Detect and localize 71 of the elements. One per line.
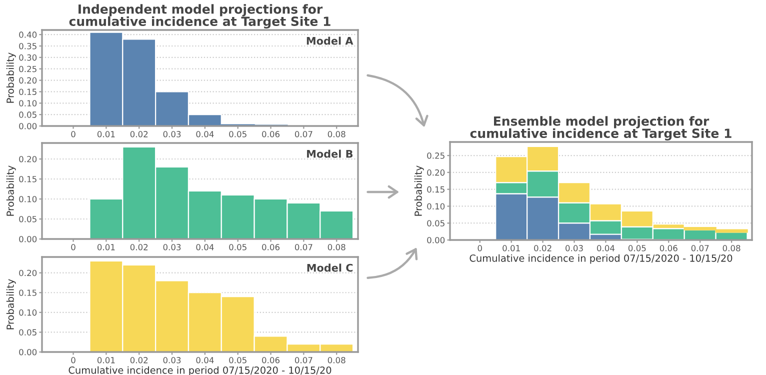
y-tick-label: 0.20 bbox=[19, 77, 37, 84]
x-tick-label: 0.08 bbox=[328, 244, 346, 250]
x-tick-label: 0.02 bbox=[130, 244, 148, 250]
x-tick-label: 0.05 bbox=[229, 357, 246, 364]
y-tick-label: 0.20 bbox=[19, 270, 37, 276]
x-tick-label: 0.07 bbox=[294, 244, 312, 250]
y-tick-label: 0.15 bbox=[19, 176, 36, 182]
annotation: Model A bbox=[306, 36, 354, 45]
y-tick-label: 0.25 bbox=[19, 66, 36, 72]
x-tick-label: 0.01 bbox=[502, 245, 520, 252]
x-tick-label: 0.06 bbox=[262, 357, 280, 364]
y-axis-title: Probability bbox=[6, 166, 16, 216]
annotation: Model C bbox=[307, 264, 353, 272]
y-axis-title: Probability bbox=[414, 166, 424, 216]
y-tick-label: 0.05 bbox=[427, 220, 444, 226]
x-tick-label: 0.04 bbox=[196, 131, 214, 138]
y-tick-label: 0.10 bbox=[19, 309, 37, 316]
y-tick-label: 0.10 bbox=[19, 196, 37, 202]
x-tick-label: 0.01 bbox=[97, 244, 115, 250]
x-tick-label: 0.01 bbox=[97, 131, 115, 138]
y-tick-label: 0.20 bbox=[19, 156, 37, 162]
y-tick-label: 0.05 bbox=[19, 329, 36, 336]
x-tick-label: 0.07 bbox=[294, 131, 312, 138]
x-tick-label: 0.08 bbox=[328, 131, 346, 138]
x-tick-label: 0.03 bbox=[566, 245, 583, 252]
y-tick-label: 0.00 bbox=[19, 348, 37, 356]
x-tick-label: 0 bbox=[71, 244, 76, 250]
y-tick-label: 0.20 bbox=[427, 169, 445, 176]
y-tick-label: 0.15 bbox=[19, 290, 36, 296]
x-tick-label: 0.06 bbox=[262, 131, 280, 138]
x-tick-label: 0.03 bbox=[163, 357, 181, 364]
annotation: Model B bbox=[307, 150, 353, 158]
x-tick-label: 0.05 bbox=[229, 244, 246, 250]
y-tick-label: 0.10 bbox=[427, 203, 445, 210]
x-tick-label: 0 bbox=[71, 131, 76, 138]
x-tick-label: 0.04 bbox=[196, 244, 214, 250]
y-tick-label: 0.10 bbox=[19, 100, 37, 106]
x-tick-label: 0.08 bbox=[328, 357, 346, 364]
x-tick-label: 0.06 bbox=[262, 244, 280, 250]
y-tick-label: 0.25 bbox=[427, 152, 444, 159]
y-tick-label: 0.00 bbox=[427, 236, 445, 244]
x-tick-label: 0.03 bbox=[163, 244, 181, 250]
x-tick-label: 0.07 bbox=[691, 245, 709, 252]
x-tick-label: 0 bbox=[71, 357, 76, 364]
y-tick-label: 0.00 bbox=[19, 122, 37, 130]
x-tick-label: 0.02 bbox=[130, 357, 148, 364]
x-tick-label: 0.02 bbox=[534, 245, 552, 252]
x-tick-label: 0.06 bbox=[660, 245, 678, 252]
x-tick-label: 0.03 bbox=[163, 131, 181, 138]
y-axis-title: Probability bbox=[6, 279, 16, 330]
y-tick-label: 0.30 bbox=[19, 54, 37, 61]
chart-title: Independent model projections for cumulative incidence at Target Site 1 bbox=[69, 4, 330, 29]
y-tick-label: 0.15 bbox=[427, 186, 444, 193]
x-tick-label: 0.02 bbox=[130, 131, 148, 138]
y-tick-label: 0.15 bbox=[19, 88, 36, 95]
x-axis-title: Cumulative incidence in period 07/15/2020 - 10/15/20 bbox=[470, 254, 732, 264]
y-tick-label: 0.40 bbox=[19, 32, 37, 38]
x-tick-label: 0.04 bbox=[196, 357, 214, 364]
y-tick-label: 0.05 bbox=[19, 216, 36, 222]
y-tick-label: 0.00 bbox=[19, 236, 37, 242]
y-tick-label: 0.05 bbox=[19, 112, 36, 118]
x-tick-label: 0.01 bbox=[97, 357, 115, 364]
x-tick-label: 0.05 bbox=[628, 245, 646, 252]
x-tick-label: 0.08 bbox=[722, 245, 740, 252]
x-tick-label: 0.04 bbox=[596, 245, 615, 252]
x-tick-label: 0.05 bbox=[229, 131, 246, 138]
x-tick-label: 0 bbox=[478, 245, 482, 252]
x-tick-label: 0.07 bbox=[294, 357, 312, 364]
chart-title: Ensemble model projection for cumulative incidence at Target Site 1 bbox=[470, 116, 732, 141]
y-tick-label: 0.35 bbox=[19, 42, 36, 50]
y-axis-title: Probability bbox=[6, 52, 16, 103]
